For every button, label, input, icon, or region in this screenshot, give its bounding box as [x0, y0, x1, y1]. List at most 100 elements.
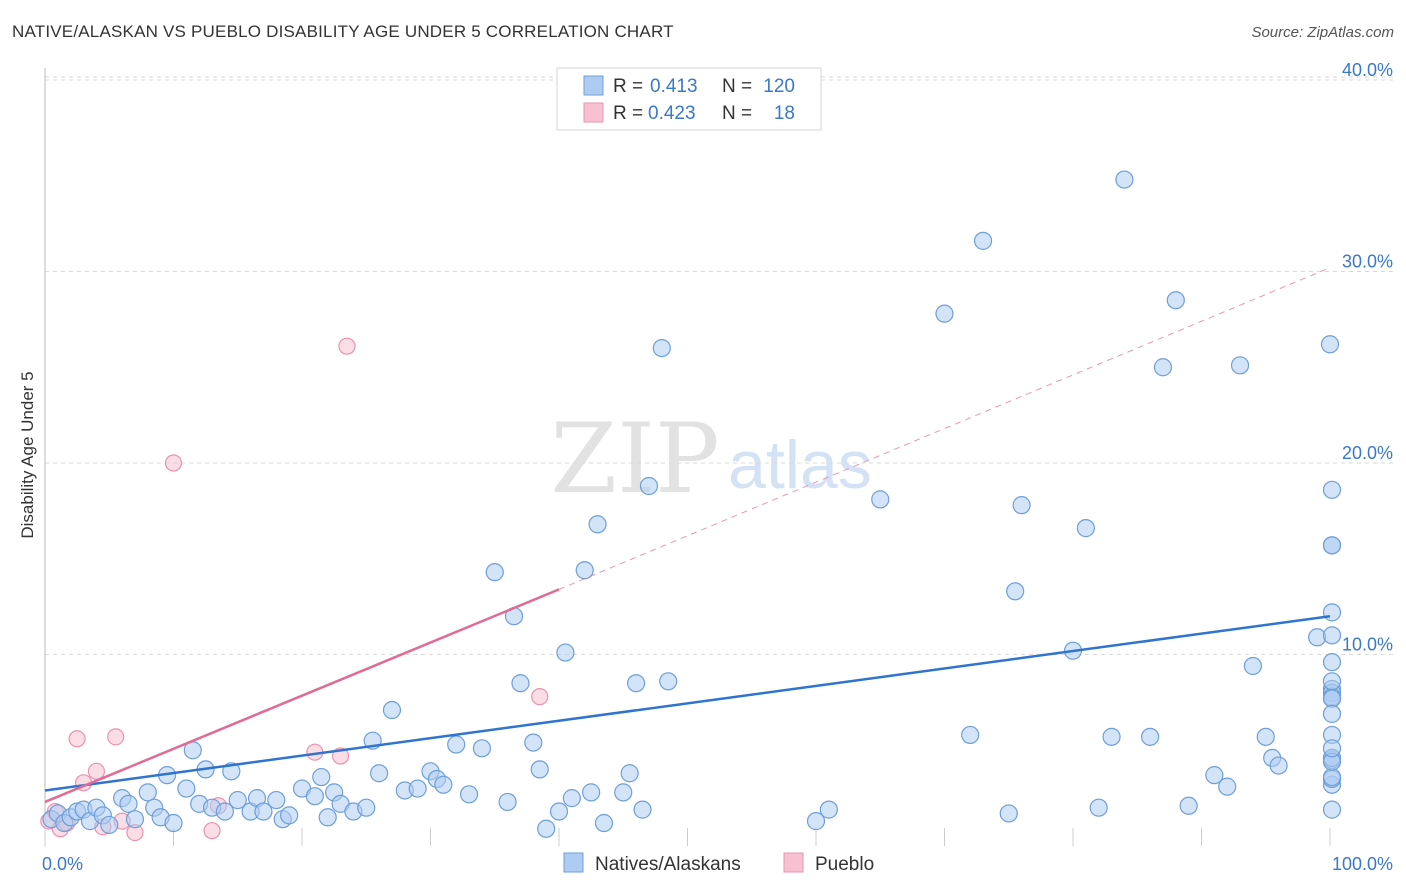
natives-point [1322, 626, 1342, 645]
natives-point [498, 792, 517, 812]
natives-point [549, 802, 569, 821]
legend-r-label-1: R = [613, 76, 643, 97]
legend-n-value-2: 18 [774, 103, 795, 124]
natives-point [588, 515, 607, 534]
pueblo-trend-extension [558, 267, 1331, 590]
natives-point [1256, 727, 1275, 746]
natives-point [1322, 536, 1342, 555]
natives-point [659, 672, 678, 691]
chart-title: NATIVE/ALASKAN VS PUEBLO DISABILITY AGE … [12, 22, 674, 41]
legend: R = 0.413 N = 120 R = 0.423 N = 18 [556, 67, 822, 131]
natives-point [1218, 777, 1237, 796]
natives-point [485, 563, 504, 582]
natives-point [280, 806, 299, 825]
natives-point [1322, 767, 1342, 787]
source-credit: Source: ZipAtlas.com [1251, 24, 1394, 41]
natives-point [305, 787, 324, 806]
pueblo-point [164, 454, 183, 472]
natives-point [267, 790, 286, 810]
natives-point [164, 813, 183, 833]
natives-point [1076, 519, 1095, 538]
bottom-legend-pueblo: Pueblo [815, 854, 874, 875]
natives-point [1322, 739, 1342, 758]
pueblo-point [203, 822, 221, 840]
bottom-legend: Natives/Alaskans Pueblo [563, 852, 874, 875]
natives-point [1089, 798, 1108, 817]
y-tick-label: 30.0% [1342, 252, 1393, 272]
pueblo-point [87, 762, 106, 780]
natives-point [1006, 582, 1025, 601]
watermark-zip: ZIP [550, 403, 719, 515]
natives-point [614, 783, 633, 802]
bottom-legend-natives: Natives/Alaskans [595, 854, 741, 875]
natives-point [1322, 800, 1342, 819]
natives-point [138, 783, 157, 802]
watermark: ZIP atlas [550, 403, 871, 515]
natives-point [1308, 628, 1327, 647]
pueblo-point [107, 728, 125, 746]
natives-point [806, 812, 826, 831]
bottom-legend-swatch-natives [563, 852, 584, 873]
axes: 10.0% 20.0% 30.0% 40.0% 0.0% 100.0% [42, 60, 1393, 874]
natives-point [447, 735, 466, 754]
natives-point [999, 804, 1018, 823]
natives-point [228, 790, 247, 810]
pueblo-point [338, 337, 356, 355]
natives-point [639, 476, 659, 496]
natives-point [459, 785, 479, 804]
x-tick-label-min: 0.0% [42, 854, 83, 874]
natives-point [1179, 796, 1198, 815]
natives-point [370, 764, 389, 783]
trend-lines [44, 267, 1331, 804]
legend-n-label-1: N = [722, 76, 752, 97]
natives-trend-line [44, 614, 1331, 792]
natives-point [177, 779, 196, 798]
legend-n-value-1: 120 [763, 76, 795, 97]
natives-point [318, 808, 337, 827]
natives-point [537, 819, 556, 838]
natives-point [1320, 335, 1340, 354]
legend-r-value-1: 0.413 [650, 76, 698, 97]
natives-point [594, 813, 614, 833]
pueblo-point [68, 730, 86, 748]
natives-point [1322, 603, 1342, 622]
natives-point [312, 767, 331, 787]
natives-point [626, 674, 646, 693]
natives-point [1153, 358, 1173, 377]
natives-point [1322, 653, 1342, 672]
natives-points [42, 170, 1342, 838]
natives-point [620, 764, 639, 783]
natives-point [1115, 170, 1134, 189]
natives-point [1243, 656, 1263, 676]
natives-point [357, 798, 376, 817]
natives-point [1322, 480, 1342, 499]
natives-point [1269, 756, 1288, 775]
natives-point [222, 762, 241, 781]
natives-point [819, 800, 838, 819]
legend-r-value-2: 0.423 [648, 103, 696, 124]
watermark-atlas: atlas [728, 427, 872, 503]
legend-r-label-2: R = [613, 103, 643, 124]
natives-point [562, 789, 581, 808]
natives-point [1166, 291, 1185, 310]
natives-point [1205, 766, 1224, 785]
natives-point [511, 674, 530, 693]
natives-point [1322, 689, 1342, 708]
natives-point [871, 490, 890, 509]
y-tick-label: 20.0% [1342, 443, 1393, 463]
natives-point [582, 783, 601, 802]
natives-point [1140, 727, 1160, 746]
y-tick-label: 40.0% [1342, 60, 1393, 80]
natives-point [556, 643, 575, 662]
natives-point [935, 304, 954, 323]
natives-point [100, 815, 119, 835]
natives-point [1322, 704, 1342, 723]
pueblo-point [531, 688, 549, 706]
natives-point [652, 339, 671, 358]
natives-point [434, 775, 453, 794]
natives-point [1230, 356, 1250, 375]
x-tick-label-max: 100.0% [1332, 854, 1393, 874]
natives-point [1322, 672, 1342, 691]
legend-n-label-2: N = [722, 103, 752, 124]
